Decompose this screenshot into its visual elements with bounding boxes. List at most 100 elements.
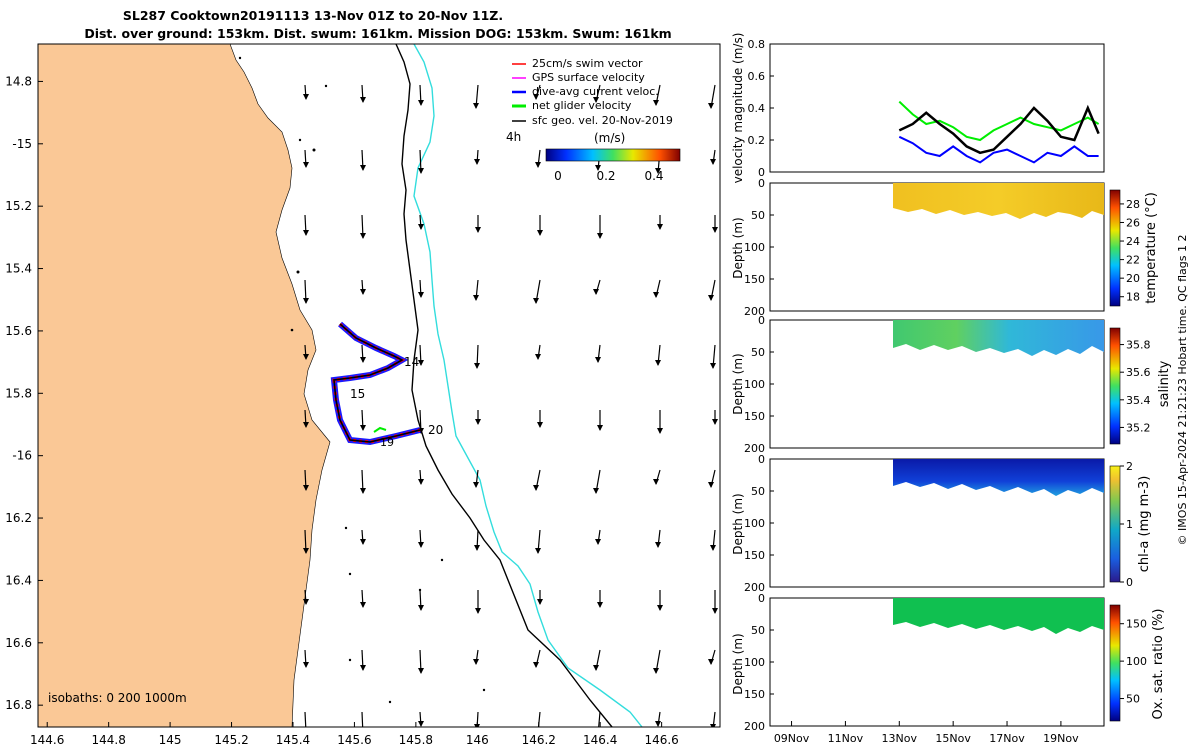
sfc-vector-head — [360, 289, 366, 295]
sfc-vector-head — [303, 662, 309, 668]
sfc-vector-head — [418, 100, 424, 106]
sfc-vector-head — [708, 295, 714, 301]
chla-panel: 0 1 2 chl-a (mg m-3) Depth (m) 0 50 100 150 20… — [731, 453, 1152, 594]
day-label-14: 14 — [404, 355, 419, 369]
sfc-vector-head — [653, 100, 659, 106]
map-y-tick-label: 16.4 — [5, 573, 32, 587]
sfc-vector-head — [595, 539, 601, 545]
sfc-vector-head — [537, 422, 543, 428]
sfc-vector-head — [597, 233, 603, 239]
sfc-vector-arrow — [304, 711, 307, 727]
map-panel: 14 15 20 19 isobaths: 0 200 1000m 25cm/s… — [5, 43, 721, 747]
legend-item-dive: dive-avg current veloc. — [512, 85, 659, 98]
chla-y-ticks: 0 50 100 150 200 — [744, 453, 774, 594]
velocity-ylabel: velocity magnitude (m/s) — [731, 33, 745, 184]
map-y-tick-label: 14.8 — [5, 74, 32, 88]
colorbar-tick-label: 150 — [1126, 618, 1147, 631]
depth-tick-label: 50 — [751, 346, 765, 359]
glider-track — [330, 321, 421, 446]
depth-tick-label: 150 — [744, 688, 765, 701]
sfc-vector-head — [360, 97, 366, 103]
sfc-vector-head — [655, 360, 661, 366]
map-x-tick-label: 145.6 — [337, 733, 371, 747]
oxygen-colorbar — [1109, 604, 1121, 722]
sfc-vector-head — [360, 425, 366, 431]
map-x-tick-label: 145.2 — [214, 733, 248, 747]
sfc-vector-head — [710, 724, 716, 727]
depth-tick-label: 150 — [744, 549, 765, 562]
salinity-cblabel: salinity — [1157, 360, 1172, 407]
colorbar-tick-0: 0 — [554, 169, 562, 183]
colorbar-tick-label: 35.6 — [1126, 366, 1151, 379]
map-x-tick-label: 145.8 — [399, 733, 433, 747]
colorbar-tick-label: 2 — [1126, 460, 1133, 473]
chla-section — [893, 459, 1104, 496]
colorbar-tick-label: 1 — [1126, 518, 1133, 531]
sfc-vector-head — [303, 230, 309, 236]
sfc-vector-head — [360, 539, 366, 545]
sfc-vector-head — [475, 608, 481, 614]
sfc-vector-head — [418, 168, 424, 174]
sfc-vector-head — [595, 165, 601, 171]
sfc-vector-head — [475, 419, 481, 425]
depth-tick-label: 200 — [744, 581, 765, 594]
oxygen-colorbar-ticks: 50 100 150 — [1120, 618, 1147, 706]
colorbar-tick-label: 24 — [1126, 235, 1140, 248]
map-x-tick-label: 146.4 — [583, 733, 617, 747]
sfc-vector-head — [418, 721, 424, 727]
velocity-panel: 0 0.2 0.4 0.6 0.8 velocity magnitude (m/s) — [731, 33, 1105, 184]
sfc-vector-head — [418, 360, 424, 366]
map-y-tick-label: 15.4 — [5, 262, 32, 276]
time-tick-label: 13Nov — [882, 732, 918, 745]
isobath-200 — [395, 44, 613, 727]
sfc-vector-head — [303, 485, 309, 491]
isobaths-text: isobaths: 0 200 1000m — [48, 691, 187, 705]
temperature-y-ticks: 0 50 100 150 200 — [744, 177, 774, 318]
map-x-tick-label: 146.2 — [522, 733, 556, 747]
sfc-vector-arrow — [361, 711, 364, 727]
sfc-vector-head — [655, 721, 661, 727]
colorbar-tick-label: 0 — [1126, 576, 1133, 589]
time-tick-label: 15Nov — [935, 732, 971, 745]
depth-tick-label: 200 — [744, 442, 765, 455]
sfc-vector-head — [653, 292, 659, 298]
velocity-series-line — [898, 100, 1100, 142]
sfc-vector-head — [537, 599, 543, 605]
sfc-vector-head — [708, 103, 714, 109]
oxygen-cblabel: Ox. sat. ratio (%) — [1151, 609, 1166, 720]
map-frame — [37, 43, 721, 728]
sfc-vector-head — [360, 357, 366, 363]
oxygen-ylabel: Depth (m) — [731, 633, 745, 694]
sfc-vector-head — [535, 548, 541, 554]
sfc-vector-head — [593, 97, 599, 103]
sfc-vector-head — [303, 162, 309, 168]
sfc-vector-head — [473, 659, 479, 665]
velocity-y-ticks: 0 0.2 0.4 0.6 0.8 — [748, 38, 774, 179]
velocity-axes — [769, 43, 1105, 173]
sfc-vector-head — [473, 103, 479, 109]
map-y-tick-label: 15.8 — [5, 386, 32, 400]
map-legend: 25cm/s swim vector GPS surface velocity … — [506, 57, 681, 183]
sfc-vector-head — [653, 479, 659, 485]
map-y-tick-label: 16.8 — [5, 698, 32, 712]
copyright-note: © IMOS 15-Apr-2024 21:21:23 Hobart time.… — [1176, 235, 1189, 546]
map-y-tick-label: -15 — [12, 137, 32, 151]
map-x-tick-label: 144.8 — [91, 733, 125, 747]
isobath-1000 — [413, 44, 643, 727]
sfc-vector-head — [360, 488, 366, 494]
sfc-vector-head — [533, 298, 539, 304]
title-line2: Dist. over ground: 153km. Dist. swum: 16… — [84, 26, 671, 41]
oxygen-panel: 50 100 150 Ox. sat. ratio (%) Depth (m) 0 5… — [731, 592, 1166, 745]
map-x-tick-label: 144.6 — [30, 733, 64, 747]
title-line1: SL287 Cooktown20191113 13-Nov 01Z to 20-… — [123, 8, 503, 23]
time-tick-label: 17Nov — [989, 732, 1025, 745]
sfc-vector-head — [533, 485, 539, 491]
day-label-20: 20 — [428, 423, 443, 437]
sfc-vector-head — [303, 599, 309, 605]
velocity-lines — [898, 100, 1100, 164]
legend-label-sfc: sfc geo. vel. 20-Nov-2019 — [532, 114, 673, 127]
colorbar-tick-2: 0.4 — [644, 169, 663, 183]
map-y-tick-label: 15.2 — [5, 199, 32, 213]
colorbar-tick-1: 0.2 — [596, 169, 615, 183]
